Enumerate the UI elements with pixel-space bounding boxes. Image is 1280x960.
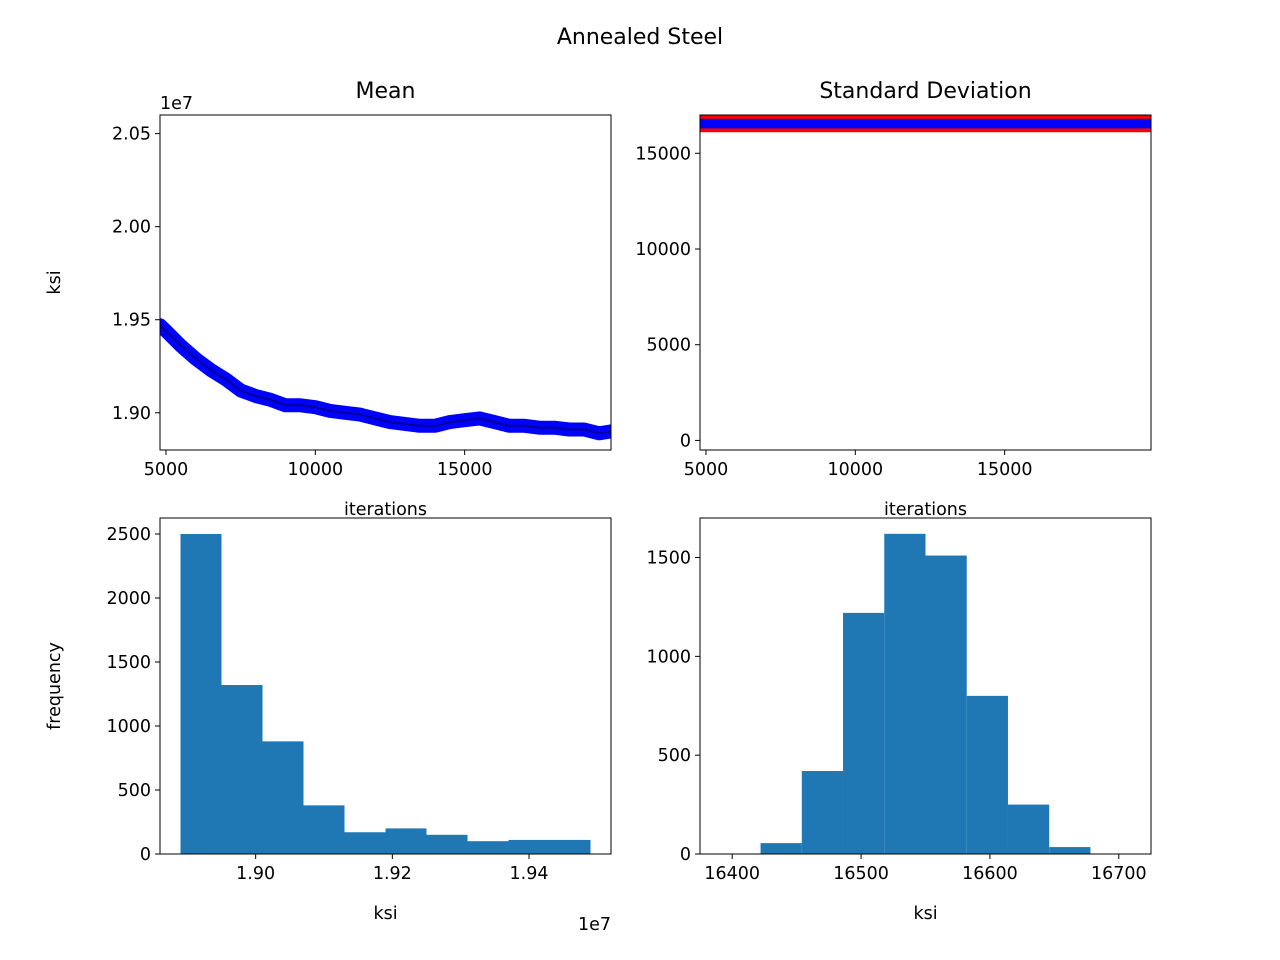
chart-mean_hist-ytick-label: 1000 <box>106 717 151 737</box>
chart-std_trace-title: Standard Deviation <box>819 79 1031 104</box>
chart-mean_trace-xtick-label: 10000 <box>287 460 343 480</box>
chart-mean_hist-bar <box>508 839 550 854</box>
chart-std_hist-bar <box>843 612 885 854</box>
chart-mean_trace-plot <box>160 318 611 441</box>
chart-mean_hist-xlabel: ksi <box>373 904 397 924</box>
chart-std_hist-bar <box>884 533 926 854</box>
chart-std_trace-ytick-label: 15000 <box>635 144 691 164</box>
figure-suptitle: Annealed Steel <box>557 25 723 50</box>
chart-std_hist-frame <box>699 517 1152 855</box>
chart-std_trace-ytick-label: 0 <box>680 431 691 451</box>
chart-mean_hist-bar <box>221 685 263 854</box>
chart-mean-trace-line <box>160 324 611 435</box>
chart-std_trace-ytick-label: 5000 <box>646 336 691 356</box>
chart-mean_hist-ytick-label: 1500 <box>106 653 151 673</box>
chart-std_hist-bar <box>760 843 802 854</box>
chart-mean_trace-title: Mean <box>356 79 416 104</box>
chart-mean_hist-xtick-label: 1.94 <box>510 864 549 884</box>
chart-std_trace-ytick-label: 10000 <box>635 240 691 260</box>
chart-mean_hist-ylabel: frequency <box>45 642 65 730</box>
chart-mean_trace-y-offset: 1e7 <box>160 94 193 114</box>
chart-mean_trace-ylabel: ksi <box>45 270 65 294</box>
chart-mean_hist-ytick-label: 2000 <box>106 589 151 609</box>
chart-std_hist-bar <box>1007 804 1050 854</box>
chart-mean_trace-ytick-label: 2.00 <box>112 218 151 238</box>
chart-std_trace-xtick-label: 15000 <box>977 460 1033 480</box>
chart-std_hist-bar <box>801 770 844 854</box>
chart-mean_trace-xtick-label: 15000 <box>437 460 493 480</box>
chart-mean_hist-bar <box>385 828 427 854</box>
chart-mean_hist-bar <box>549 839 591 854</box>
chart-std_hist-xlabel: ksi <box>913 904 937 924</box>
chart-std_hist-bar <box>1049 847 1091 854</box>
chart-std_hist-ytick-label: 1500 <box>646 549 691 569</box>
chart-mean_trace-ytick-label: 1.90 <box>112 404 151 424</box>
chart-std_hist-plot <box>760 533 1091 854</box>
chart-mean_hist-bar <box>180 534 222 854</box>
chart-mean_trace-xtick-label: 5000 <box>144 460 189 480</box>
chart-std_hist-xtick-label: 16500 <box>833 864 889 884</box>
chart-std_hist-bar <box>925 555 967 854</box>
chart-mean_hist-bar <box>467 841 509 854</box>
chart-std-trace-line <box>700 118 1151 129</box>
chart-mean_hist: 1.90 1.92 1.94 0 500 1000 1500 2000 2500 ksi frequ… <box>45 517 612 935</box>
chart-std_hist-bar <box>966 695 1008 854</box>
chart-std_hist-ytick-label: 500 <box>658 746 691 766</box>
chart-std_hist-ytick-label: 0 <box>680 845 691 865</box>
chart-mean_trace-ytick-label: 2.05 <box>112 125 151 145</box>
chart-std_hist: 16400 16500 16600 16700 0 500 1000 1500 ksi <box>646 517 1152 924</box>
chart-std_hist-xtick-label: 16400 <box>704 864 760 884</box>
chart-mean_hist-xtick-label: 1.92 <box>373 864 412 884</box>
chart-mean_hist-bar <box>262 741 304 854</box>
chart-std_trace-xtick-label: 10000 <box>827 460 883 480</box>
chart-mean_hist-ytick-label: 2500 <box>106 525 151 545</box>
chart-std_hist-xtick-label: 16700 <box>1091 864 1147 884</box>
chart-mean_trace-frame <box>159 114 612 451</box>
chart-mean_trace: 5000 10000 15000 1.90 1.95 2.00 2.05 Mean iterat… <box>45 79 612 520</box>
chart-std_trace-xlabel: iterations <box>884 500 967 520</box>
chart-mean_hist-ytick-label: 500 <box>118 781 151 801</box>
chart-std_trace: 5000 10000 15000 0 5000 10000 15000 Standard De… <box>635 79 1152 520</box>
chart-std_trace-xtick-label: 5000 <box>684 460 729 480</box>
chart-mean_trace-xlabel: iterations <box>344 500 427 520</box>
chart-mean_hist-plot <box>180 534 591 854</box>
chart-std_hist-xtick-label: 16600 <box>962 864 1018 884</box>
chart-mean_hist-xtick-label: 1.90 <box>236 864 275 884</box>
chart-mean_hist-bar <box>303 805 345 854</box>
chart-mean_hist-ytick-label: 0 <box>140 845 151 865</box>
chart-mean_hist-frame <box>159 517 612 855</box>
chart-std_trace-frame <box>699 114 1152 451</box>
chart-mean_trace-ytick-label: 1.95 <box>112 311 151 331</box>
chart-std_hist-ytick-label: 1000 <box>646 647 691 667</box>
chart-mean_hist-bar <box>426 834 468 854</box>
chart-std_trace-plot <box>700 115 1151 133</box>
chart-mean_hist-x-offset: 1e7 <box>578 915 611 935</box>
chart-mean_hist-bar <box>344 832 386 854</box>
chart-mean-trace-band <box>160 318 611 441</box>
